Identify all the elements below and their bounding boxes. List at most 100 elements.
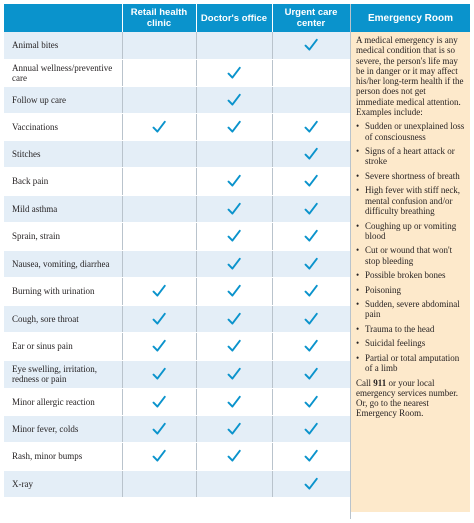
table-row: Eye swelling, irritation, redness or pai… bbox=[4, 360, 351, 389]
table-row: Vaccinations bbox=[4, 113, 351, 141]
checkmark-icon bbox=[303, 338, 319, 354]
emergency-column-footer bbox=[351, 512, 470, 522]
emergency-example-text: Poisoning bbox=[365, 284, 402, 295]
retail-cell bbox=[122, 442, 197, 471]
checkmark-icon bbox=[151, 283, 167, 299]
emergency-example-text: High fever with stiff neck, mental confu… bbox=[365, 185, 461, 217]
retail-cell bbox=[122, 222, 197, 251]
emergency-example-text: Cut or wound that won't stop bleeding bbox=[365, 245, 453, 266]
emergency-example-item: • Coughing up or vomiting blood bbox=[356, 221, 465, 242]
condition-label: Nausea, vomiting, diarrhea bbox=[4, 250, 123, 278]
doctor-cell bbox=[196, 442, 273, 471]
emergency-example-item: • Sudden, severe abdominal pain bbox=[356, 299, 465, 320]
condition-label: Cough, sore throat bbox=[4, 305, 123, 333]
checkmark-icon bbox=[303, 283, 319, 299]
emergency-example-item: • Signs of a heart attack or stroke bbox=[356, 146, 465, 167]
checkmark-icon bbox=[303, 394, 319, 410]
emergency-room-info: A medical emergency is any medical condi… bbox=[351, 32, 470, 512]
checkmark-icon bbox=[303, 366, 319, 382]
retail-cell bbox=[122, 140, 197, 168]
checkmark-icon bbox=[226, 338, 242, 354]
care-options-chart: Retail health clinic Doctor's office Urg… bbox=[4, 4, 470, 522]
retail-cell bbox=[122, 195, 197, 223]
urgent-cell bbox=[272, 59, 351, 87]
emergency-definition: A medical emergency is any medical condi… bbox=[356, 35, 464, 118]
checkmark-icon bbox=[151, 448, 167, 464]
condition-label: Back pain bbox=[4, 167, 123, 196]
table-row: Stitches bbox=[4, 140, 351, 168]
table-row: Minor allergic reaction bbox=[4, 388, 351, 416]
urgent-cell bbox=[272, 113, 351, 141]
bullet-icon: • bbox=[356, 323, 360, 334]
bullet-icon: • bbox=[356, 338, 360, 349]
table-row: Animal bites bbox=[4, 32, 351, 60]
emergency-room-column: Emergency Room A medical emergency is an… bbox=[350, 4, 470, 522]
table-row: Burning with urination bbox=[4, 277, 351, 306]
condition-label: Mild asthma bbox=[4, 195, 123, 223]
urgent-cell bbox=[272, 360, 351, 389]
checkmark-icon bbox=[226, 173, 242, 189]
bullet-icon: • bbox=[356, 299, 360, 310]
bullet-icon: • bbox=[356, 170, 360, 181]
emergency-example-item: • Possible broken bones bbox=[356, 270, 465, 280]
table-row: Sprain, strain bbox=[4, 222, 351, 251]
table-row: Cough, sore throat bbox=[4, 305, 351, 333]
checkmark-icon bbox=[151, 311, 167, 327]
checkmark-icon bbox=[226, 256, 242, 272]
urgent-cell bbox=[272, 442, 351, 471]
table-row: Nausea, vomiting, diarrhea bbox=[4, 250, 351, 278]
conditions-body: Animal bites Annual wellness/preventive c… bbox=[4, 32, 351, 498]
bullet-icon: • bbox=[356, 270, 360, 281]
checkmark-icon bbox=[303, 476, 319, 492]
retail-cell bbox=[122, 332, 197, 361]
condition-label: Burning with urination bbox=[4, 277, 123, 306]
emergency-example-text: Possible broken bones bbox=[365, 270, 446, 281]
condition-label: Animal bites bbox=[4, 32, 123, 60]
retail-cell bbox=[122, 113, 197, 141]
doctor-cell bbox=[196, 305, 273, 333]
emergency-example-item: • High fever with stiff neck, mental conf… bbox=[356, 185, 465, 216]
emergency-example-text: Sudden, severe abdominal pain bbox=[365, 299, 460, 320]
bullet-icon: • bbox=[356, 284, 360, 295]
retail-cell bbox=[122, 305, 197, 333]
emergency-example-text: Signs of a heart attack or stroke bbox=[365, 146, 455, 167]
retail-cell bbox=[122, 32, 197, 60]
checkmark-icon bbox=[303, 311, 319, 327]
emergency-example-text: Severe shortness of breath bbox=[365, 170, 460, 181]
urgent-cell bbox=[272, 167, 351, 196]
checkmark-icon bbox=[226, 421, 242, 437]
checkmark-icon bbox=[226, 119, 242, 135]
emergency-example-item: • Suicidal feelings bbox=[356, 338, 465, 348]
checkmark-icon bbox=[151, 394, 167, 410]
bullet-icon: • bbox=[356, 121, 360, 132]
doctor-cell bbox=[196, 113, 273, 141]
condition-label: Follow up care bbox=[4, 86, 123, 114]
doctor-cell bbox=[196, 195, 273, 223]
checkmark-icon bbox=[226, 448, 242, 464]
table-row: X-ray bbox=[4, 470, 351, 498]
condition-label: Minor allergic reaction bbox=[4, 388, 123, 416]
table-row: Ear or sinus pain bbox=[4, 332, 351, 361]
retail-cell bbox=[122, 277, 197, 306]
doctor-cell bbox=[196, 415, 273, 443]
checkmark-icon bbox=[303, 256, 319, 272]
urgent-cell bbox=[272, 277, 351, 306]
retail-clinic-header: Retail health clinic bbox=[122, 4, 197, 32]
emergency-example-item: • Severe shortness of breath bbox=[356, 171, 465, 181]
retail-cell bbox=[122, 388, 197, 416]
table-row: Mild asthma bbox=[4, 195, 351, 223]
table-row: Rash, minor bumps bbox=[4, 442, 351, 471]
doctor-cell bbox=[196, 332, 273, 361]
condition-label: Minor fever, colds bbox=[4, 415, 123, 443]
emergency-example-item: • Poisoning bbox=[356, 285, 465, 295]
checkmark-icon bbox=[226, 65, 242, 81]
bullet-icon: • bbox=[356, 185, 360, 196]
checkmark-icon bbox=[303, 119, 319, 135]
checkmark-icon bbox=[303, 146, 319, 162]
table-row: Annual wellness/preventive care bbox=[4, 59, 351, 87]
condition-label: Stitches bbox=[4, 140, 123, 168]
bullet-icon: • bbox=[356, 245, 360, 256]
urgent-cell bbox=[272, 195, 351, 223]
emergency-example-item: • Cut or wound that won't stop bleeding bbox=[356, 245, 465, 266]
urgent-cell bbox=[272, 415, 351, 443]
